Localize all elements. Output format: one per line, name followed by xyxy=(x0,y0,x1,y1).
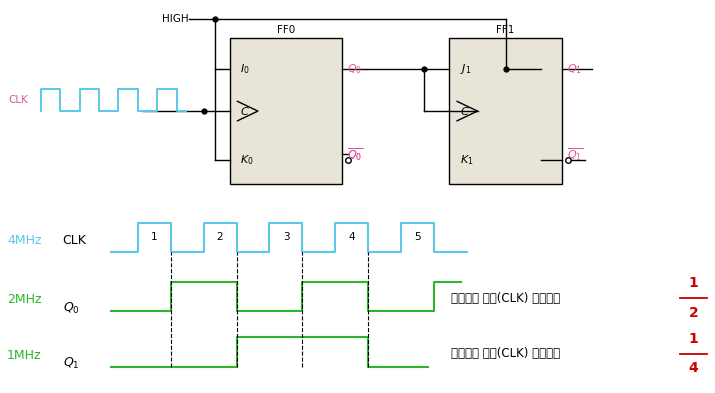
Text: CLK: CLK xyxy=(8,95,28,105)
Text: FF0: FF0 xyxy=(277,25,295,35)
Text: CLK: CLK xyxy=(62,234,87,247)
Text: $C$: $C$ xyxy=(460,105,469,117)
Bar xyxy=(230,38,342,184)
Text: $Q_1$: $Q_1$ xyxy=(567,62,582,76)
Text: HIGH: HIGH xyxy=(162,14,189,24)
Text: 4MHz: 4MHz xyxy=(7,234,41,247)
Text: $I_0$: $I_0$ xyxy=(240,62,250,76)
Text: $C$: $C$ xyxy=(240,105,250,117)
Text: 1: 1 xyxy=(151,232,157,242)
Text: 5: 5 xyxy=(415,232,421,242)
Text: FF1: FF1 xyxy=(496,25,515,35)
Text: $K_1$: $K_1$ xyxy=(460,153,473,167)
Text: 3: 3 xyxy=(282,232,290,242)
Text: $Q_1$: $Q_1$ xyxy=(62,356,79,371)
Text: 2: 2 xyxy=(689,306,698,320)
Text: $Q_0$: $Q_0$ xyxy=(62,301,79,316)
Text: 4: 4 xyxy=(349,232,355,242)
Text: 2MHz: 2MHz xyxy=(7,293,41,306)
Text: 1MHz: 1MHz xyxy=(7,349,41,362)
Text: 입력되는 클럭(CLK) 주파수의: 입력되는 클럭(CLK) 주파수의 xyxy=(451,347,561,360)
Text: 2: 2 xyxy=(217,232,223,242)
Text: $J_1$: $J_1$ xyxy=(460,62,471,76)
Text: $K_0$: $K_0$ xyxy=(240,153,254,167)
Text: $Q_0$: $Q_0$ xyxy=(347,62,363,76)
Bar xyxy=(450,38,562,184)
Text: 1: 1 xyxy=(689,276,698,290)
Text: $\overline{Q_1}$: $\overline{Q_1}$ xyxy=(567,146,583,163)
Text: 4: 4 xyxy=(689,362,698,375)
Text: 입력되는 클럭(CLK) 주파수의: 입력되는 클럭(CLK) 주파수의 xyxy=(451,292,561,305)
Text: $\overline{Q_0}$: $\overline{Q_0}$ xyxy=(347,146,363,163)
Text: 1: 1 xyxy=(689,332,698,346)
Text: $\overline{Q_0}$: $\overline{Q_0}$ xyxy=(347,146,363,163)
